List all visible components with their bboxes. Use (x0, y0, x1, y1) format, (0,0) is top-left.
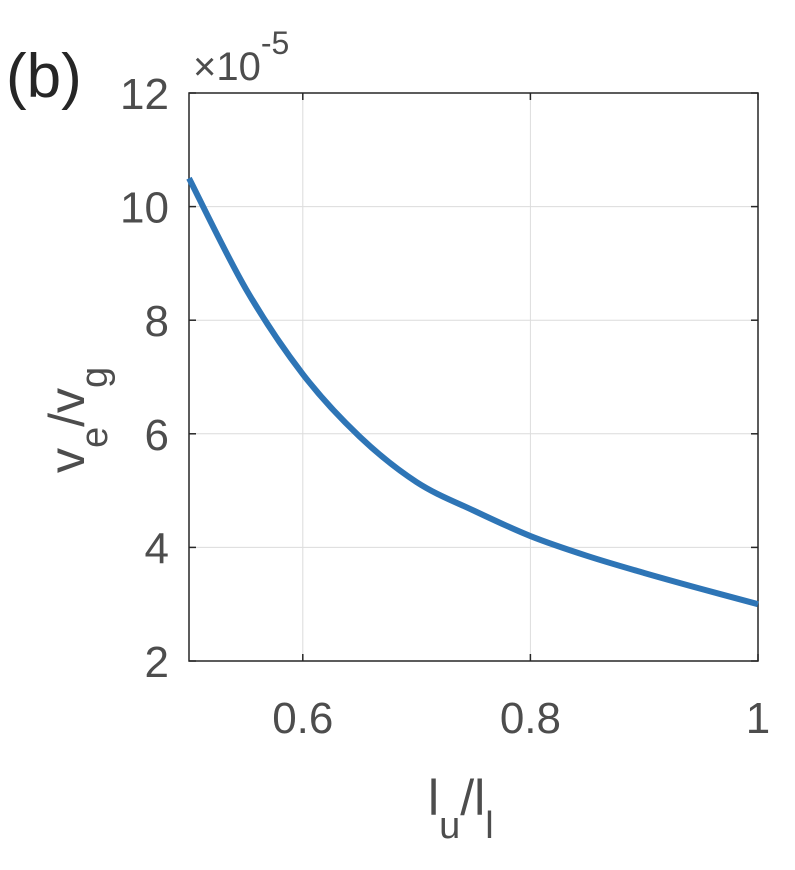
plot-frame (188, 92, 759, 662)
x-axis-label: lu/ll (428, 770, 494, 847)
exponent-times: × (193, 45, 216, 89)
y-axis-label: ve/vg (39, 367, 116, 473)
svg-text:×10-5: ×10-5 (193, 25, 289, 89)
x-label-sub: u (439, 805, 460, 847)
series-line (186, 176, 759, 608)
y-tick-label: 2 (145, 638, 169, 687)
exponent-base: 10 (216, 45, 261, 89)
y-label-base2: v (39, 388, 95, 413)
y-tick-label: 10 (120, 184, 169, 233)
y-label-sep: / (39, 413, 95, 427)
y-tick-label: 4 (145, 524, 169, 573)
panel-label: (b) (6, 42, 82, 111)
x-label-base: l (428, 770, 439, 826)
y-tick-label: 8 (145, 297, 169, 346)
x-label-sub2: l (485, 805, 493, 847)
svg-text:lu/ll: lu/ll (428, 770, 494, 847)
y-tick-label: 6 (145, 411, 169, 460)
y-label-base: v (39, 448, 95, 473)
grid-lines (189, 93, 759, 661)
x-tick-label: 0.8 (500, 694, 561, 743)
y-tick-label: 12 (120, 70, 169, 119)
svg-text:ve/vg: ve/vg (39, 367, 116, 473)
x-label-base2: l (474, 770, 485, 826)
x-label-sep: / (460, 770, 474, 826)
y-exponent-label: ×10-5 (193, 25, 289, 89)
y-label-sub2: g (74, 367, 116, 388)
series-layer (186, 176, 759, 608)
y-label-sub: e (74, 427, 116, 448)
exponent-power: -5 (261, 25, 289, 61)
x-tick-label: 0.6 (272, 694, 333, 743)
x-tick-label: 1 (746, 694, 770, 743)
